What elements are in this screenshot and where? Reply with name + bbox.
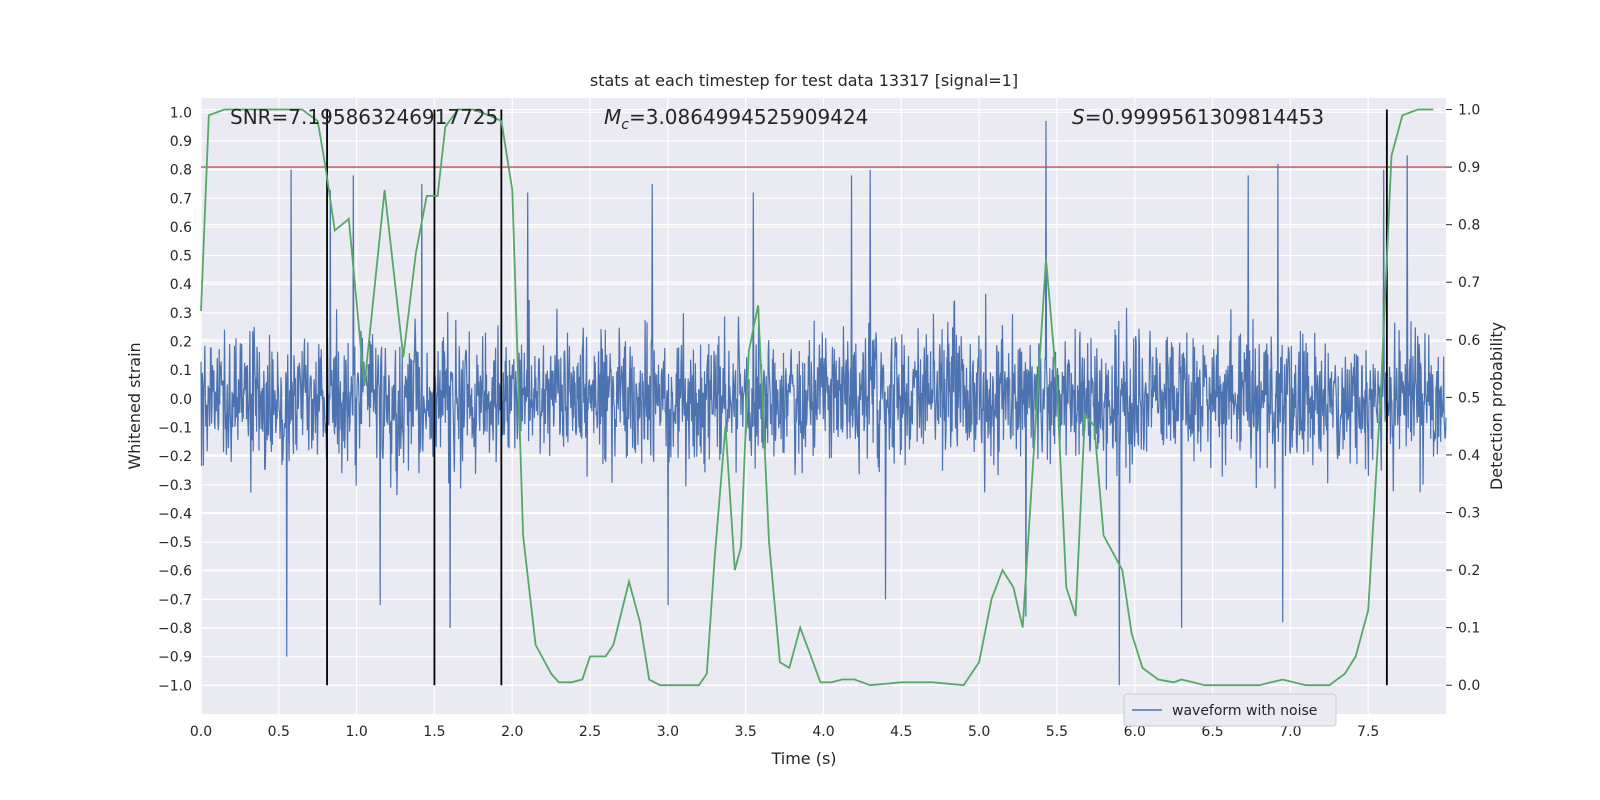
y-tick-label: −0.8 xyxy=(158,621,192,637)
y2-tick-label: 0.8 xyxy=(1458,218,1480,234)
y-tick-label: 0.9 xyxy=(170,134,192,150)
y2-tick-label: 0.5 xyxy=(1458,390,1480,406)
probability-line xyxy=(200,108,1434,687)
y2-tick-label: 0.2 xyxy=(1458,563,1480,579)
y2-axis-label: Detection probability xyxy=(1487,322,1506,490)
chart-title: stats at each timestep for test data 133… xyxy=(590,71,1018,90)
y-tick-label: 0.0 xyxy=(170,392,192,408)
x-tick-label: 5.0 xyxy=(968,724,990,740)
score-annotation: S=0.9999561309814453 xyxy=(1072,105,1324,129)
x-tick-label: 3.0 xyxy=(657,724,679,740)
y2-tick-label: 0.9 xyxy=(1458,160,1480,176)
chirp-mass-annotation: Mc=3.0864994525909424 xyxy=(604,105,868,133)
y-tick-label: −0.2 xyxy=(158,449,192,465)
x-axis-label: Time (s) xyxy=(770,749,836,768)
axis-ticks: 0.0 0.5 1.0 1.5 2.0 2.5 3.0 3.5 4.0 4.5 5.0 5.5 6.0 6… xyxy=(158,103,1480,740)
x-tick-label: 0.5 xyxy=(268,724,290,740)
y-tick-label: −0.1 xyxy=(158,420,192,436)
legend: waveform with noise xyxy=(1123,693,1337,727)
waveform-line xyxy=(200,120,1447,686)
y2-tick-label: 0.6 xyxy=(1458,333,1480,349)
score-value: =0.9999561309814453 xyxy=(1085,105,1324,129)
x-tick-label: 1.0 xyxy=(345,724,367,740)
y-tick-label: −1.0 xyxy=(158,678,192,694)
y2-tick-label: 0.7 xyxy=(1458,275,1480,291)
y-tick-label: 0.8 xyxy=(170,163,192,179)
x-tick-label: 1.5 xyxy=(423,724,445,740)
chirp-mass-subscript: c xyxy=(621,117,629,133)
x-tick-label: 0.0 xyxy=(190,724,212,740)
legend-entry-waveform: waveform with noise xyxy=(1172,703,1317,719)
y2-tick-label: 0.4 xyxy=(1458,448,1480,464)
waveform-series xyxy=(200,120,1447,686)
y-tick-label: 0.1 xyxy=(170,363,192,379)
y-tick-label: 0.4 xyxy=(170,277,192,293)
score-symbol: S xyxy=(1072,105,1085,129)
snr-annotation: SNR=7.195863246917725 xyxy=(230,105,498,129)
x-tick-label: 2.0 xyxy=(501,724,523,740)
y2-tick-label: 0.3 xyxy=(1458,506,1480,522)
x-tick-label: 4.0 xyxy=(812,724,834,740)
y2-tick-label: 1.0 xyxy=(1458,103,1480,119)
vertical-markers xyxy=(201,109,1446,686)
y-tick-label: −0.7 xyxy=(158,592,192,608)
y-tick-label: −0.5 xyxy=(158,535,192,551)
y-tick-label: −0.9 xyxy=(158,650,192,666)
y-tick-label: −0.3 xyxy=(158,478,192,494)
y-tick-label: 0.5 xyxy=(170,249,192,265)
x-tick-label: 6.5 xyxy=(1201,724,1223,740)
legend-box xyxy=(1123,693,1337,727)
x-tick-label: 4.5 xyxy=(890,724,912,740)
y-tick-label: 0.7 xyxy=(170,191,192,207)
x-tick-label: 6.0 xyxy=(1124,724,1146,740)
y-tick-label: 0.3 xyxy=(170,306,192,322)
chirp-mass-value: =3.0864994525909424 xyxy=(629,105,868,129)
probability-series xyxy=(200,108,1434,687)
y-tick-label: −0.6 xyxy=(158,564,192,580)
y2-tick-label: 0.0 xyxy=(1458,678,1480,694)
x-tick-label: 2.5 xyxy=(579,724,601,740)
chirp-mass-symbol: M xyxy=(604,105,621,129)
y-tick-label: −0.4 xyxy=(158,506,192,522)
x-tick-label: 7.0 xyxy=(1279,724,1301,740)
y-tick-label: 0.2 xyxy=(170,335,192,351)
x-tick-label: 7.5 xyxy=(1357,724,1379,740)
y-tick-label: 1.0 xyxy=(170,105,192,121)
y2-tick-label: 0.1 xyxy=(1458,621,1480,637)
y-tick-label: 0.6 xyxy=(170,220,192,236)
x-tick-label: 5.5 xyxy=(1046,724,1068,740)
y-axis-label: Whitened strain xyxy=(125,342,144,469)
x-tick-label: 3.5 xyxy=(735,724,757,740)
